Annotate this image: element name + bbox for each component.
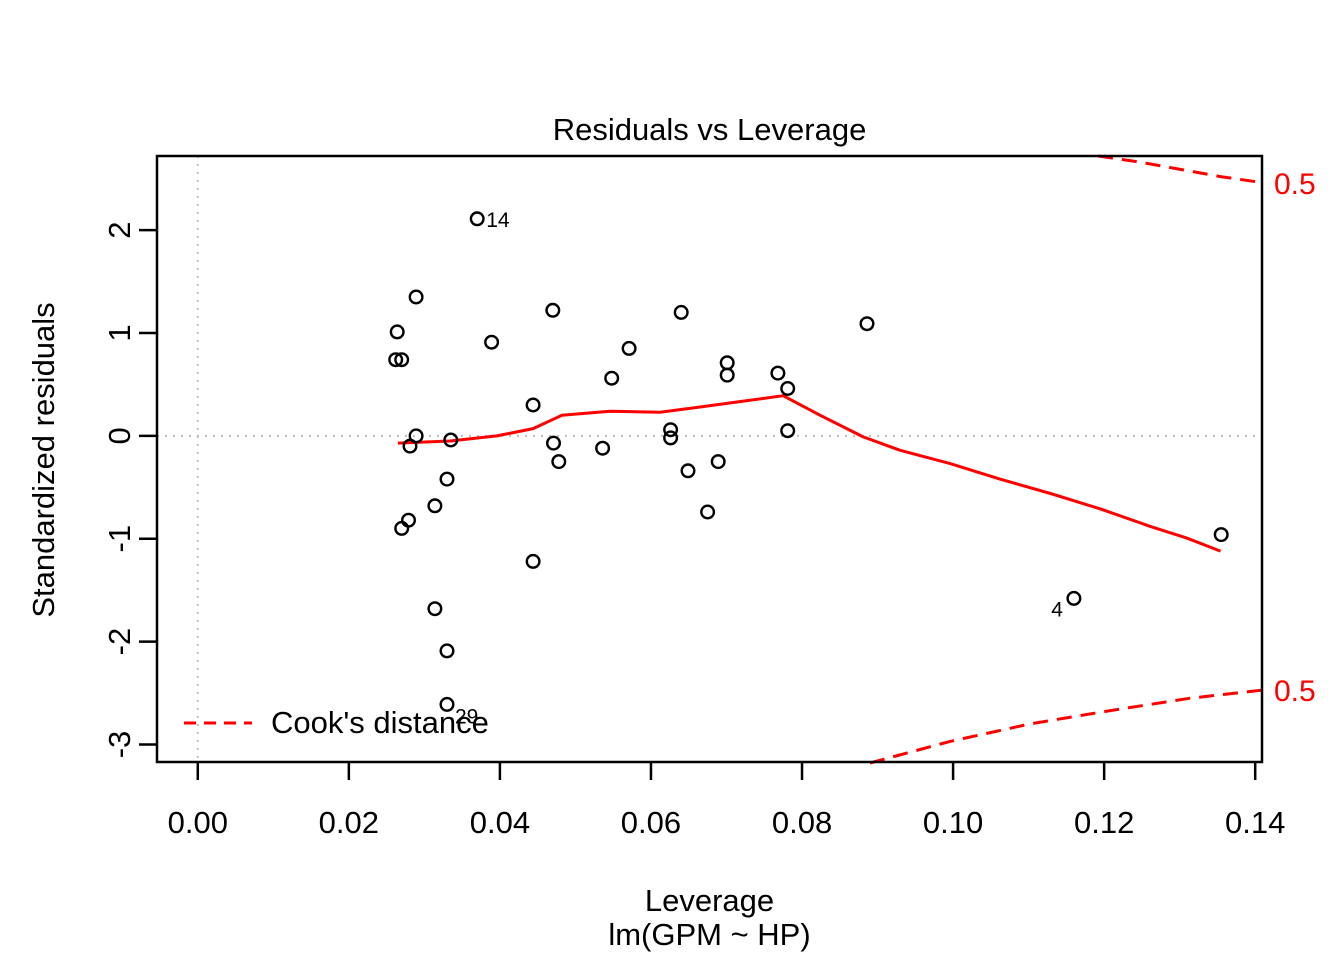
cooks-distance-band: [1097, 154, 1264, 185]
data-point: [388, 352, 404, 368]
data-point: [663, 422, 679, 438]
y-tick-label: 0: [102, 427, 137, 444]
y-tick-label: -2: [102, 628, 137, 656]
y-tick-label: -3: [102, 731, 137, 759]
data-point: [439, 471, 455, 487]
data-point: [673, 304, 689, 320]
y-axis-label: Standardized residuals: [26, 302, 61, 618]
cooks-level-label: 0.5: [1274, 168, 1316, 201]
data-point: [443, 432, 459, 448]
data-point: [394, 520, 410, 536]
data-point: [439, 643, 455, 659]
data-point: [402, 438, 418, 454]
data-point: [1213, 527, 1229, 543]
data-point: [439, 696, 455, 712]
x-tick-label: 0.06: [621, 805, 681, 840]
y-tick-label: 2: [102, 221, 137, 238]
data-point: [394, 352, 410, 368]
x-tick-label: 0.14: [1225, 805, 1285, 840]
x-axis-label: Leverage: [644, 883, 775, 918]
data-point: [719, 355, 735, 371]
dashed-line-icon: [184, 721, 252, 725]
cooks-level-label: 0.5: [1274, 675, 1316, 708]
data-point: [780, 423, 796, 439]
data-point: [663, 430, 679, 446]
x-tick-label: 0.10: [923, 805, 983, 840]
data-point: [484, 334, 500, 350]
data-point: [595, 440, 611, 456]
x-tick-label: 0.04: [470, 805, 530, 840]
data-point: [621, 340, 637, 356]
data-point: [1066, 590, 1082, 606]
legend-label: Cook's distance: [271, 705, 489, 740]
plot-box: [155, 154, 1264, 764]
data-point: [859, 316, 875, 332]
data-point: [389, 324, 405, 340]
data-point: [710, 454, 726, 470]
data-point: [427, 498, 443, 514]
data-point: [546, 435, 562, 451]
data-point: [551, 454, 567, 470]
cooks-distance-legend: Cook's distance: [183, 706, 489, 740]
x-tick-label: 0.08: [772, 805, 832, 840]
smoother-line: [397, 394, 1222, 553]
x-tick-label: 0.02: [319, 805, 379, 840]
data-point: [780, 381, 796, 397]
y-tick-label: 1: [102, 324, 137, 341]
data-point: [719, 367, 735, 383]
data-point: [469, 211, 485, 227]
x-tick-label: 0.12: [1074, 805, 1134, 840]
point-id-label: 4: [1051, 598, 1063, 621]
point-id-label: 29: [455, 705, 478, 728]
cooks-distance-band: [869, 688, 1264, 765]
data-point: [427, 601, 443, 617]
x-tick-label: 0.00: [168, 805, 228, 840]
data-point: [408, 289, 424, 305]
data-point: [525, 397, 541, 413]
data-point: [680, 463, 696, 479]
data-point: [545, 302, 561, 318]
y-tick-label: -1: [102, 525, 137, 553]
data-point: [525, 553, 541, 569]
point-id-label: 14: [486, 209, 510, 232]
data-point: [401, 512, 417, 528]
data-point: [700, 504, 716, 520]
data-point: [604, 370, 620, 386]
data-point: [770, 365, 786, 381]
chart-title: Residuals vs Leverage: [552, 112, 867, 147]
model-formula-label: lm(GPM ~ HP): [608, 917, 811, 952]
